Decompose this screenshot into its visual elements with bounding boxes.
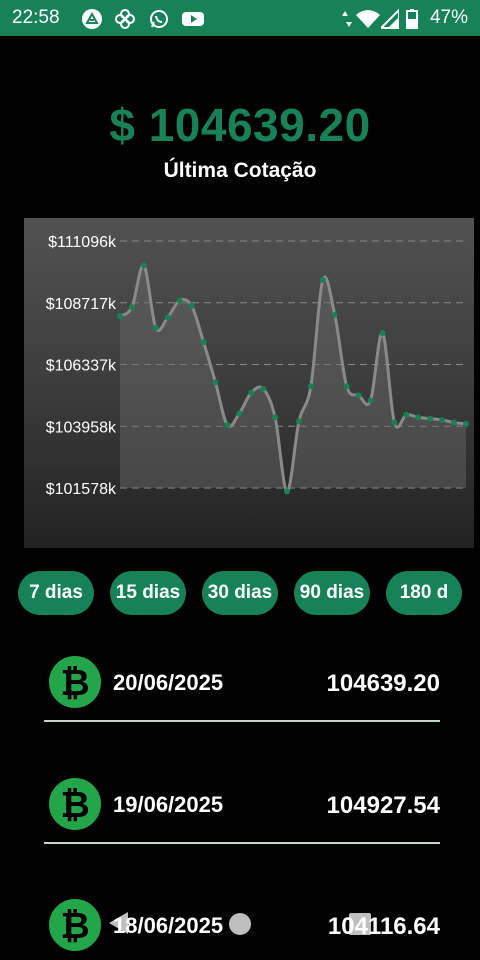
data-point	[319, 276, 326, 283]
alpha-icon	[82, 9, 102, 29]
quote-date: 19/06/2025	[113, 792, 224, 817]
period-button-30-dias[interactable]: 30 dias	[202, 571, 278, 615]
data-point	[367, 397, 374, 404]
data-point	[224, 422, 231, 429]
page-subtitle: Última Cotação	[163, 159, 317, 182]
data-point	[391, 419, 398, 426]
battery-icon	[406, 9, 418, 29]
bitcoin-icon: ₿	[47, 776, 103, 832]
data-point	[295, 418, 302, 425]
battery-percent: 47%	[429, 7, 468, 28]
svg-text:₿: ₿	[60, 662, 89, 703]
y-tick-label: $106337k	[46, 358, 117, 375]
y-tick-label: $101578k	[46, 481, 117, 498]
data-arrows-icon	[342, 11, 352, 27]
navigation-bar	[0, 900, 480, 960]
quote-date: 20/06/2025	[113, 670, 224, 695]
youtube-icon	[182, 12, 204, 26]
data-point	[164, 314, 171, 321]
data-point	[439, 416, 446, 423]
data-point	[248, 389, 255, 396]
quote-row[interactable]: ₿ 18/06/2025 104116.64	[44, 896, 440, 960]
svg-text:₿: ₿	[60, 905, 89, 946]
quote-date: 18/06/2025	[113, 913, 224, 938]
y-tick-label: $108717k	[46, 296, 117, 313]
wifi-icon	[356, 10, 380, 28]
data-point	[331, 311, 338, 318]
data-point	[176, 297, 183, 304]
back-icon[interactable]	[106, 910, 132, 936]
data-point	[463, 420, 469, 427]
quote-value: 104116.64	[327, 913, 440, 940]
data-point	[272, 414, 279, 421]
data-point	[260, 385, 267, 392]
data-point	[415, 414, 422, 421]
quote-row[interactable]: ₿ 20/06/2025 104639.20	[44, 653, 440, 775]
home-icon[interactable]	[228, 912, 252, 936]
data-point	[427, 415, 434, 422]
status-bar: 22:58 47%	[0, 0, 480, 36]
bitcoin-icon: ₿	[47, 897, 103, 953]
data-point	[128, 304, 135, 311]
data-point	[379, 330, 386, 337]
svg-text:₿: ₿	[60, 784, 89, 825]
data-point	[451, 419, 458, 426]
current-price: $ 104639.20	[109, 99, 371, 151]
bitcoin-icon: ₿	[47, 654, 103, 710]
row-divider	[44, 720, 440, 722]
whatsapp-icon	[150, 10, 168, 28]
fan-icon	[115, 9, 135, 29]
recents-icon[interactable]	[348, 912, 372, 936]
status-time: 22:58	[12, 7, 60, 28]
period-button-15-dias[interactable]: 15 dias	[110, 571, 186, 615]
data-point	[152, 324, 159, 331]
period-button-180-dias[interactable]: 180 d	[386, 571, 462, 615]
period-button-90-dias[interactable]: 90 dias	[294, 571, 370, 615]
price-chart: $111096k $108717k $106337k $103958k $101578k	[24, 218, 474, 548]
quote-row[interactable]: ₿ 19/06/2025 104927.54	[44, 775, 440, 897]
data-point	[200, 339, 207, 346]
data-point	[403, 411, 410, 418]
series-area	[120, 265, 466, 492]
data-point	[355, 392, 362, 399]
period-button-7-dias[interactable]: 7 dias	[18, 571, 94, 615]
y-tick-label: $111096k	[48, 234, 117, 251]
data-point	[343, 383, 350, 390]
data-point	[307, 383, 314, 390]
data-point	[188, 302, 195, 309]
data-point	[140, 262, 147, 269]
price-chart-svg: $111096k $108717k $106337k $103958k $101578k	[46, 234, 469, 498]
quote-value: 104639.20	[326, 670, 440, 697]
y-tick-label: $103958k	[46, 419, 117, 436]
data-point	[117, 313, 123, 320]
data-point	[236, 410, 243, 417]
row-divider	[44, 842, 440, 844]
signal-icon	[381, 9, 399, 29]
data-point	[212, 379, 219, 386]
quote-value: 104927.54	[326, 792, 440, 819]
data-point	[284, 488, 291, 495]
